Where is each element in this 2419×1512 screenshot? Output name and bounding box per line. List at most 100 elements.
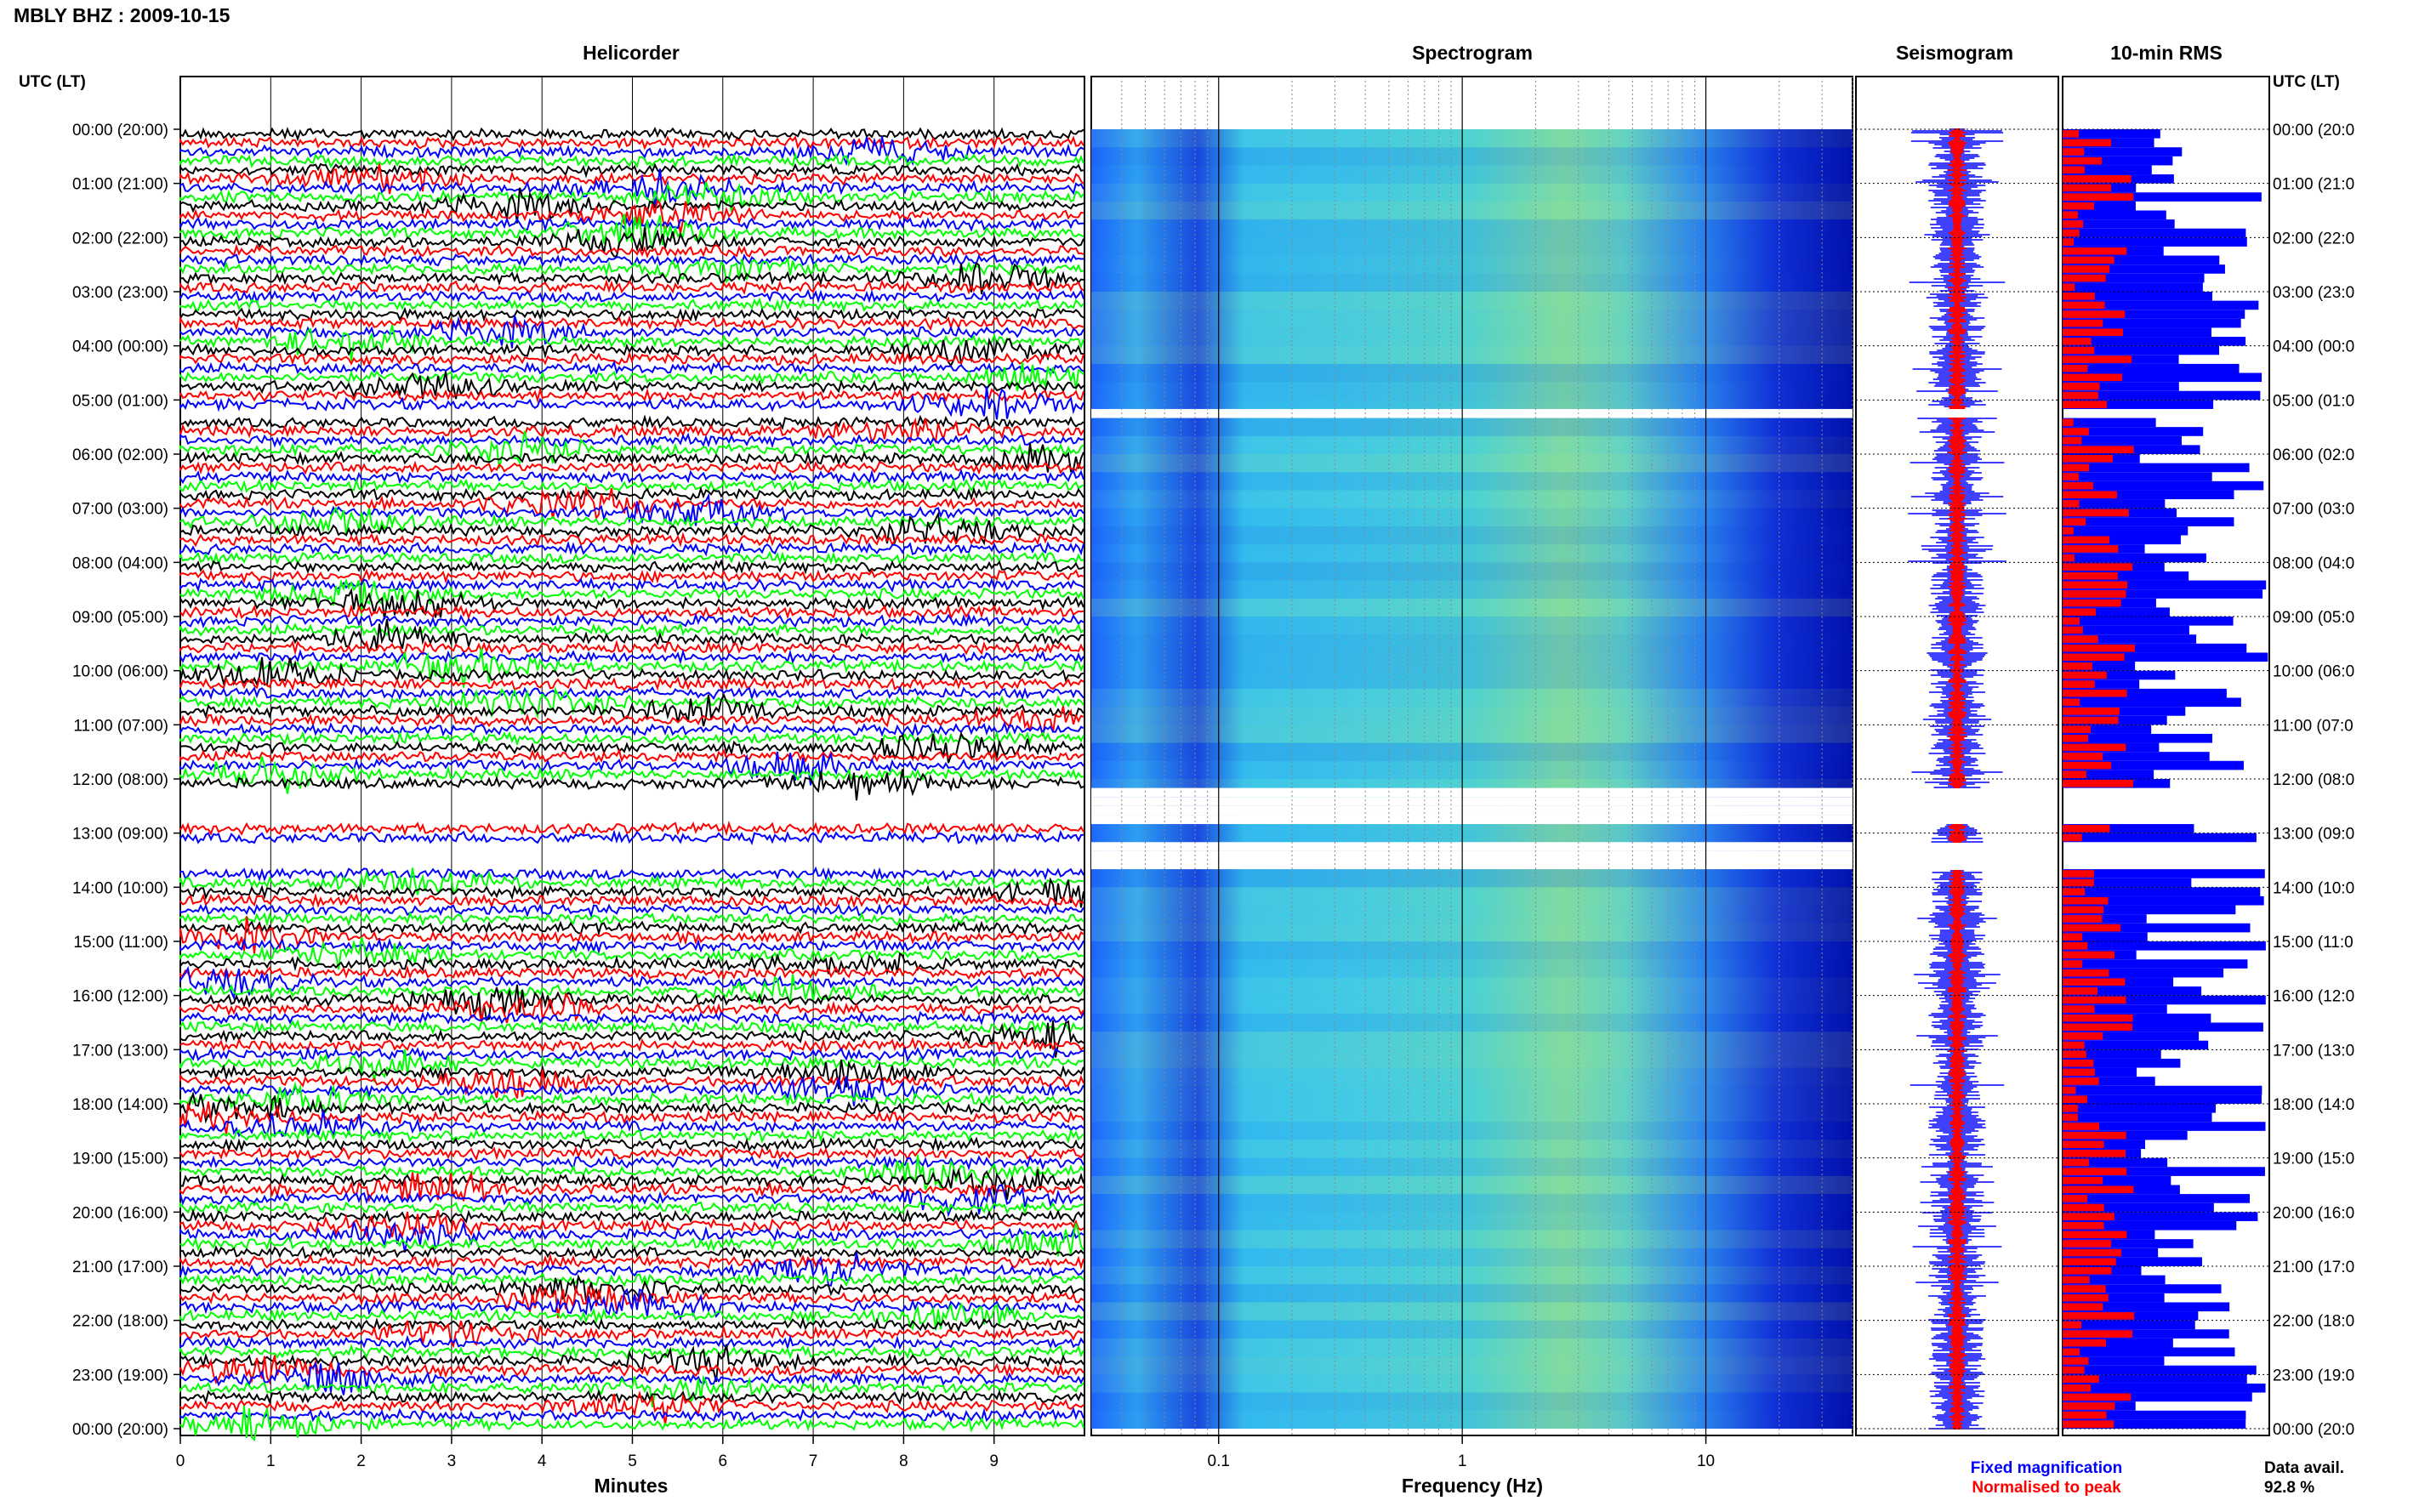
helicorder-trace [179, 1287, 1084, 1322]
rms-bar-normalised [2063, 256, 2114, 264]
helicorder-trace [179, 965, 1084, 1001]
time-label-right: 06:00 (02:0 [2273, 446, 2354, 464]
rms-bar-normalised [2063, 265, 2110, 273]
spectrogram-row [1091, 923, 1853, 941]
helicorder-trace [179, 181, 1084, 213]
rms-bar-normalised [2063, 1168, 2127, 1175]
time-label-left: 00:00 (20:00) [72, 1421, 168, 1439]
helicorder-trace [179, 1334, 1084, 1351]
rms-bar-normalised [2063, 1393, 2132, 1401]
helicorder-trace [179, 756, 1084, 794]
rms-bar-fixed [2063, 688, 2227, 698]
rms-bar-normalised [2063, 509, 2129, 517]
helicorder-trace [179, 1390, 1084, 1426]
spectrogram-row [1091, 454, 1853, 473]
helicorder-trace [179, 485, 1084, 520]
spectrogram-gap [1091, 815, 1853, 825]
spectrogram-row [1091, 1356, 1853, 1375]
helicorder-trace [179, 984, 1084, 1023]
spectrogram-row [1091, 580, 1853, 599]
rms-bar-fixed [2063, 1049, 2161, 1059]
spectrogram-row [1091, 1302, 1853, 1321]
time-label-right: 14:00 (10:0 [2273, 879, 2354, 897]
rms-bar-fixed [2063, 662, 2136, 671]
helicorder-trace [179, 577, 1084, 616]
helicorder-trace [179, 168, 1084, 207]
helicorder-trace [179, 511, 1084, 546]
helicorder-trace [179, 1010, 1084, 1027]
helicorder-trace [179, 920, 1084, 936]
rms-bar-normalised [2063, 139, 2112, 147]
helicorder-trace [179, 751, 1084, 786]
rms-bar-normalised [2063, 1258, 2116, 1265]
helicorder-trace [179, 371, 1084, 400]
helicorder-trace [179, 1219, 1084, 1253]
time-label-left: 11:00 (07:00) [73, 717, 168, 735]
spectrogram-gap [1091, 805, 1853, 816]
helicorder-trace [179, 1019, 1084, 1036]
spectrogram-row [1091, 1194, 1853, 1213]
rms-bar-normalised [2063, 1330, 2132, 1338]
helicorder-trace [179, 992, 1084, 1024]
rms-bar-normalised [2063, 689, 2127, 697]
time-label-left: 07:00 (03:00) [72, 501, 168, 519]
rms-bar-fixed [2063, 327, 2212, 338]
time-label-right: 04:00 (00:0 [2273, 338, 2354, 356]
rms-bar-fixed [2063, 372, 2262, 383]
helicorder-trace [179, 936, 1084, 970]
rms-bar-fixed [2063, 517, 2234, 526]
time-label-left: 02:00 (22:00) [72, 230, 168, 247]
rms-bar-fixed [2063, 300, 2259, 310]
rms-bar-fixed [2063, 1383, 2266, 1393]
x-axis-label-spectrogram: Frequency (Hz) [1402, 1475, 1543, 1497]
helicorder-trace [179, 468, 1084, 485]
helicorder-trace [179, 1253, 1084, 1270]
rms-bar-normalised [2063, 1303, 2103, 1311]
spectrogram-row [1091, 472, 1853, 491]
rms-bar-fixed [2063, 418, 2156, 428]
time-label-left: 10:00 (06:00) [72, 663, 168, 681]
rms-bar-normalised [2063, 1150, 2126, 1157]
spectrogram-row [1091, 977, 1853, 996]
rms-bar-normalised [2063, 1140, 2104, 1149]
helicorder-trace [179, 1154, 1084, 1191]
spectrogram-gap [1091, 797, 1853, 806]
rms-bar-normalised [2063, 942, 2088, 950]
helicorder-trace [179, 974, 1084, 1006]
rms-bar-normalised [2063, 1059, 2094, 1067]
rms-bar-normalised [2063, 1068, 2095, 1077]
helicorder-trace [179, 1154, 1084, 1171]
rms-bar-normalised [2063, 906, 2104, 914]
helicorder-trace [179, 227, 1084, 258]
legend-fixed-magnification: Fixed magnification [1971, 1459, 2122, 1477]
spectrogram-gap [1091, 850, 1853, 861]
rms-bar-fixed [2063, 914, 2147, 924]
time-label-right: 18:00 (14:0 [2273, 1096, 2354, 1114]
helicorder-trace [179, 577, 1084, 594]
rms-bar-normalised [2063, 193, 2134, 201]
rms-bar-normalised [2063, 698, 2080, 707]
rms-bar-fixed [2063, 887, 2261, 896]
rms-bar-normalised [2063, 1231, 2127, 1239]
helicorder-trace [179, 255, 1084, 284]
rms-bar-fixed [2063, 363, 2240, 373]
helicorder-trace [179, 361, 1084, 391]
rms-bar-fixed [2063, 1004, 2167, 1014]
rms-bar-fixed [2063, 707, 2186, 716]
spectrogram-row [1091, 490, 1853, 509]
rms-bar-fixed [2063, 697, 2241, 708]
rms-bar-normalised [2063, 455, 2114, 463]
time-label-right: 20:00 (16:0 [2273, 1204, 2354, 1222]
helicorder-trace [179, 730, 1084, 747]
helicorder-trace [179, 892, 1084, 909]
spectrogram-row [1091, 707, 1853, 725]
rms-bar-normalised [2063, 581, 2128, 589]
rms-bar-normalised [2063, 599, 2121, 607]
rms-bar-fixed [2063, 1112, 2212, 1123]
rms-bar-normalised [2063, 1312, 2135, 1320]
rms-bar-normalised [2063, 1420, 2114, 1428]
rms-bar-fixed [2063, 318, 2241, 328]
rms-bar-fixed [2063, 1077, 2155, 1086]
spectrogram-row [1091, 219, 1853, 238]
helicorder-trace [179, 1316, 1084, 1333]
